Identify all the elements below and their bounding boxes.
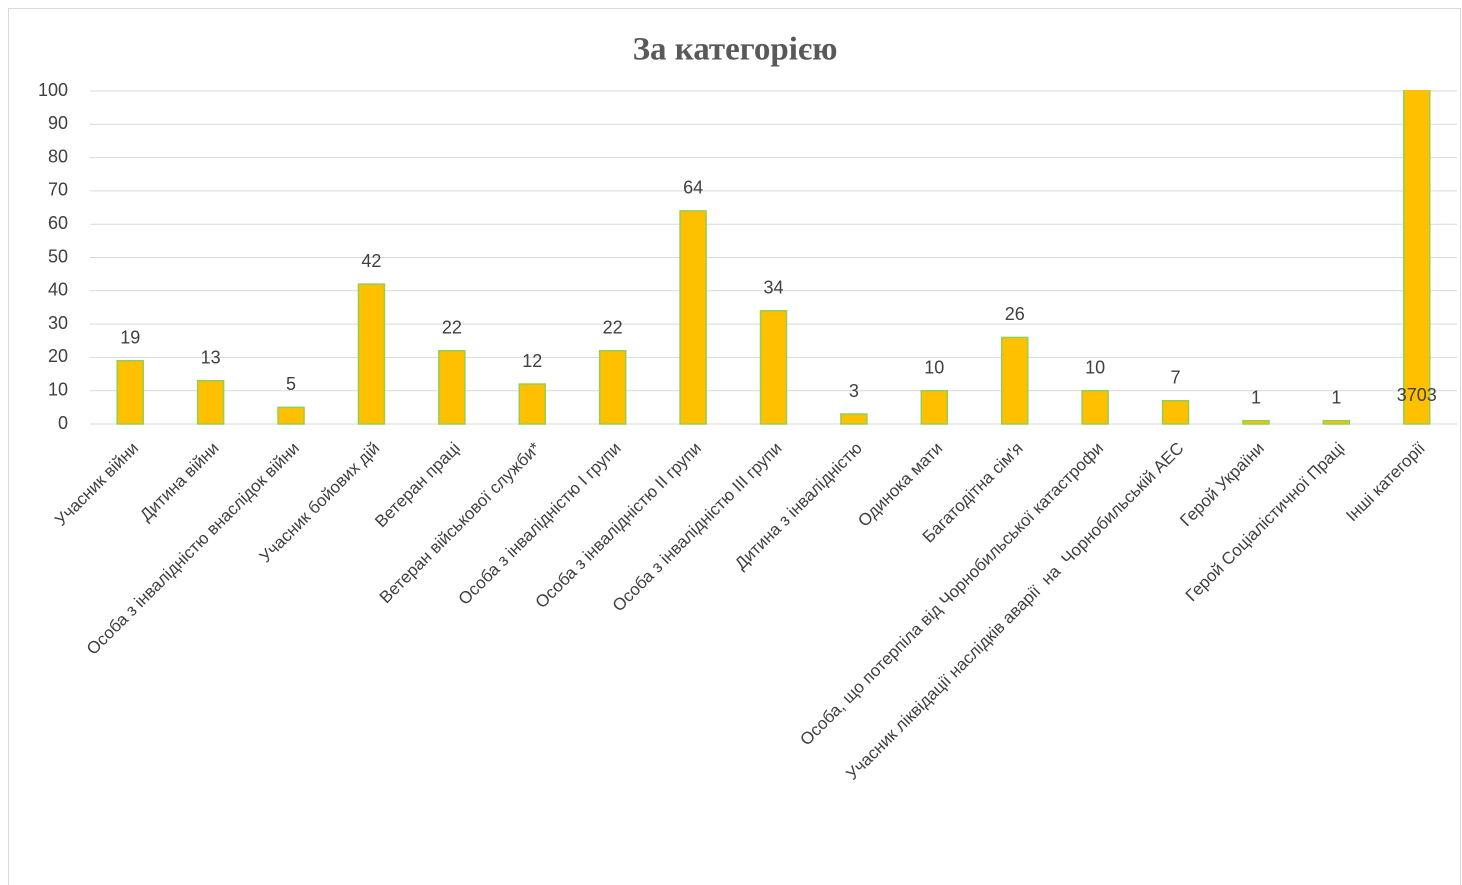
y-tick-label: 40 xyxy=(48,280,68,300)
data-label: 26 xyxy=(1005,304,1025,324)
y-tick-label: 10 xyxy=(48,379,68,399)
bar xyxy=(196,379,225,425)
y-tick-label: 90 xyxy=(48,113,68,133)
bar xyxy=(920,389,949,425)
bar xyxy=(1161,399,1190,425)
data-label: 42 xyxy=(361,251,381,271)
data-label: 12 xyxy=(522,351,542,371)
y-tick-label: 70 xyxy=(48,180,68,200)
y-tick-label: 20 xyxy=(48,346,68,366)
data-label: 1 xyxy=(1251,387,1261,407)
data-label: 1 xyxy=(1331,387,1341,407)
bar xyxy=(438,349,466,425)
chart-title: За категорією xyxy=(633,32,838,68)
chart-border xyxy=(8,8,1461,885)
data-label: 22 xyxy=(442,317,462,337)
data-label: 64 xyxy=(683,178,703,198)
data-label: 34 xyxy=(763,278,783,298)
data-label: 13 xyxy=(201,347,221,367)
y-tick-label: 80 xyxy=(48,146,68,166)
bar xyxy=(1081,389,1109,425)
data-label: 3703 xyxy=(1397,385,1437,405)
y-tick-label: 30 xyxy=(48,313,68,333)
bar xyxy=(357,283,386,425)
bar xyxy=(1322,419,1351,425)
data-label: 10 xyxy=(924,357,944,377)
bar xyxy=(759,310,788,425)
bar xyxy=(1242,419,1270,425)
data-label: 3 xyxy=(849,381,859,401)
data-label: 7 xyxy=(1171,367,1181,387)
y-tick-label: 0 xyxy=(58,413,68,433)
grid: 0 10 20 30 40 50 60 70 80 90 100 xyxy=(38,80,1457,433)
bar xyxy=(518,383,547,425)
y-tick-label: 60 xyxy=(48,213,68,233)
bar xyxy=(1000,336,1029,425)
bar xyxy=(679,210,707,425)
data-label: 22 xyxy=(603,317,623,337)
bar xyxy=(598,349,627,425)
bar xyxy=(277,406,305,425)
bar xyxy=(1403,90,1431,425)
data-label: 10 xyxy=(1085,357,1105,377)
bar xyxy=(840,413,868,425)
data-label: 19 xyxy=(120,327,140,347)
data-label: 5 xyxy=(286,374,296,394)
y-tick-label: 50 xyxy=(48,246,68,266)
bars xyxy=(116,90,1431,425)
y-tick-label: 100 xyxy=(38,80,68,100)
bar xyxy=(116,359,144,425)
